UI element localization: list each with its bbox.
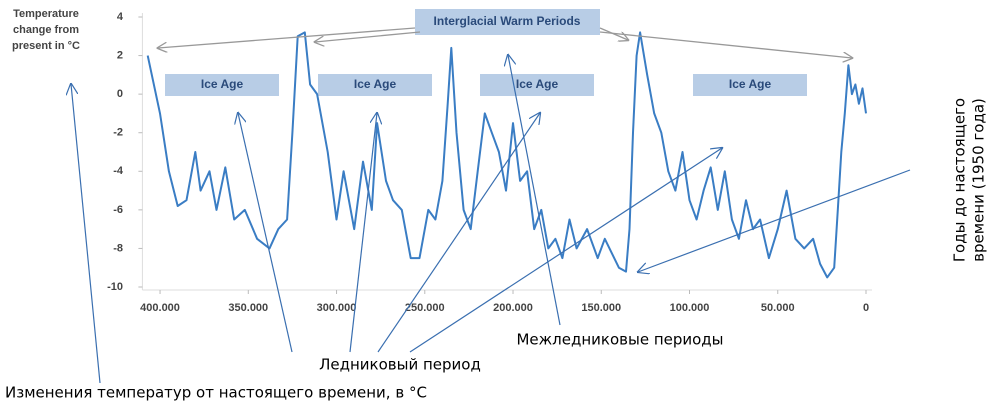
y-tick-label: -2: [113, 127, 123, 139]
x-tick-label: 200.000: [493, 302, 533, 314]
x-tick-label: 400.000: [140, 302, 180, 314]
blue-arrow: [238, 113, 293, 353]
years-line: времени (1950 года): [970, 98, 988, 262]
blue-arrow: [409, 148, 722, 353]
ice-age-box: [480, 74, 594, 96]
y-tick-label: -8: [113, 242, 123, 254]
years-note: Годы до настоящего времени (1950 года): [951, 98, 988, 262]
x-tick-label: 250.000: [405, 302, 445, 314]
ice-age-label: Ice Age: [729, 77, 772, 91]
temperature-line: [146, 31, 867, 279]
interglacial-note: Межледниковые периоды: [516, 331, 723, 349]
ice-age-box: [318, 74, 432, 96]
ice-age-box: [693, 74, 807, 96]
x-tick-label: 300.000: [317, 302, 357, 314]
blue-arrow: [349, 113, 377, 353]
blue-arrow: [508, 55, 561, 326]
gray-arrow: [158, 27, 416, 48]
x-tick-label: 350.000: [228, 302, 268, 314]
x-tick-label: 100.000: [670, 302, 710, 314]
x-tick-label: 150.000: [581, 302, 621, 314]
temperature-note: Изменения температур от настоящего време…: [5, 384, 427, 402]
y-axis-label: present in °C: [12, 40, 80, 52]
y-tick-label: -10: [107, 281, 123, 293]
ice-age-label: Ice Age: [201, 77, 244, 91]
x-tick-label: 0: [863, 302, 869, 314]
years-line: Годы до настоящего: [951, 98, 969, 262]
y-tick-label: -6: [113, 204, 123, 216]
y-axis-label: change from: [13, 24, 79, 36]
y-tick-label: -4: [113, 165, 124, 177]
blue-arrow: [638, 169, 911, 272]
x-tick-label: 50.000: [761, 302, 795, 314]
ice-age-label: Ice Age: [516, 77, 559, 91]
interglacial-box: [415, 9, 600, 35]
blue-arrow: [71, 84, 101, 384]
ice-age-box: [165, 74, 279, 96]
blue-arrow: [377, 113, 540, 353]
gray-arrow: [315, 31, 421, 42]
y-tick-label: 0: [117, 88, 123, 100]
interglacial-label: Interglacial Warm Periods: [434, 14, 581, 28]
y-tick-label: 2: [117, 49, 123, 61]
y-axis-label: Temperature: [13, 8, 79, 20]
glacial-note: Ледниковый период: [319, 356, 481, 374]
ice-age-label: Ice Age: [354, 77, 397, 91]
gray-arrow: [599, 31, 852, 58]
y-tick-label: 4: [117, 11, 124, 23]
